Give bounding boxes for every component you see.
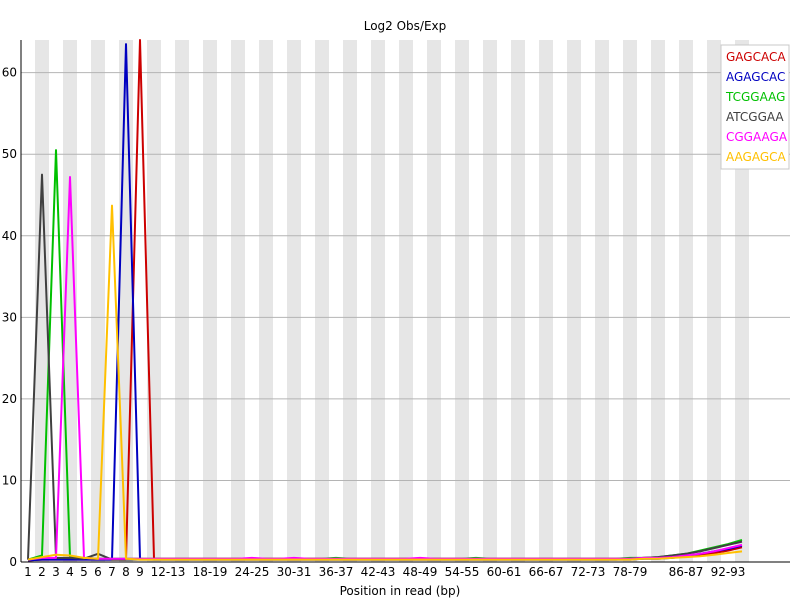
legend-box <box>720 44 790 170</box>
x-tick-7: 7 <box>108 565 116 579</box>
x-tick-42-43: 42-43 <box>361 565 396 579</box>
stripe-70-71 <box>567 40 581 562</box>
y-tick-10: 10 <box>2 473 17 487</box>
stripe-54-55 <box>455 40 469 562</box>
legend-entry-CGGAAGA: CGGAAGA <box>726 130 788 144</box>
legend-entry-GAGCACA: GAGCACA <box>726 50 786 64</box>
chart-title: Log2 Obs/Exp <box>364 19 447 33</box>
legend-entry-AAGAGCA: AAGAGCA <box>726 150 787 164</box>
x-tick-36-37: 36-37 <box>319 565 354 579</box>
stripe-22-23 <box>231 40 245 562</box>
series-lines <box>27 39 743 562</box>
y-tick-30: 30 <box>2 310 17 324</box>
y-tick-40: 40 <box>2 229 17 243</box>
stripe-62-63 <box>511 40 525 562</box>
x-tick-24-25: 24-25 <box>235 565 270 579</box>
stripe-90-91 <box>707 40 721 562</box>
stripe-58-59 <box>483 40 497 562</box>
x-tick-labels: 1 2 3 4 5 6 7 8 9 12-13 18-19 24-25 30-31 36-37 42-43 4… <box>24 565 745 579</box>
y-tick-labels: 0 10 20 30 40 50 60 <box>2 66 17 569</box>
x-tick-72-73: 72-73 <box>571 565 606 579</box>
stripe-46-47 <box>399 40 413 562</box>
x-tick-18-19: 18-19 <box>193 565 228 579</box>
stripe-10-11 <box>147 40 161 562</box>
y-tick-20: 20 <box>2 392 17 406</box>
x-tick-12-13: 12-13 <box>151 565 186 579</box>
x-tick-9: 9 <box>136 565 144 579</box>
stripe-14-15 <box>175 40 189 562</box>
x-tick-2: 2 <box>38 565 46 579</box>
stripe-94-95 <box>735 40 749 562</box>
stripe-66-67 <box>539 40 553 562</box>
x-tick-6: 6 <box>94 565 102 579</box>
x-tick-30-31: 30-31 <box>277 565 312 579</box>
x-tick-86-87: 86-87 <box>669 565 704 579</box>
axes <box>20 40 790 563</box>
y-tick-50: 50 <box>2 147 17 161</box>
x-tick-4: 4 <box>66 565 74 579</box>
x-tick-8: 8 <box>122 565 130 579</box>
x-tick-48-49: 48-49 <box>403 565 438 579</box>
legend-entry-AGAGCAC: AGAGCAC <box>726 70 785 84</box>
x-tick-92-93: 92-93 <box>711 565 746 579</box>
x-axis-label: Position in read (bp) <box>340 584 461 598</box>
stripe-34-35 <box>315 40 329 562</box>
x-tick-54-55: 54-55 <box>445 565 480 579</box>
stripe-38-39 <box>343 40 357 562</box>
y-tick-0: 0 <box>9 555 17 569</box>
position-stripes <box>35 40 749 562</box>
y-tick-60: 60 <box>2 66 17 80</box>
stripe-42-43 <box>371 40 385 562</box>
stripe-74-75 <box>595 40 609 562</box>
stripe-86-87 <box>679 40 693 562</box>
x-tick-78-79: 78-79 <box>613 565 648 579</box>
x-tick-60-61: 60-61 <box>487 565 522 579</box>
stripe-50-51 <box>427 40 441 562</box>
stripe-30-31 <box>287 40 301 562</box>
series-line-AAGAGCA <box>27 204 743 561</box>
stripe-78-79 <box>623 40 637 562</box>
stripe-26-27 <box>259 40 273 562</box>
x-tick-5: 5 <box>80 565 88 579</box>
legend-entry-ATCGGAA: ATCGGAA <box>726 110 784 124</box>
stripe-18-19 <box>203 40 217 562</box>
legend-entry-TCGGAAG: TCGGAAG <box>725 90 785 104</box>
x-tick-66-67: 66-67 <box>529 565 564 579</box>
legend: GAGCACA AGAGCAC TCGGAAG ATCGGAA CGGAAGA AAGAG… <box>720 44 790 170</box>
x-tick-3: 3 <box>52 565 60 579</box>
stripe-82-83 <box>651 40 665 562</box>
stripe-6 <box>91 40 105 562</box>
stripe-8 <box>119 40 133 562</box>
x-tick-1: 1 <box>24 565 32 579</box>
